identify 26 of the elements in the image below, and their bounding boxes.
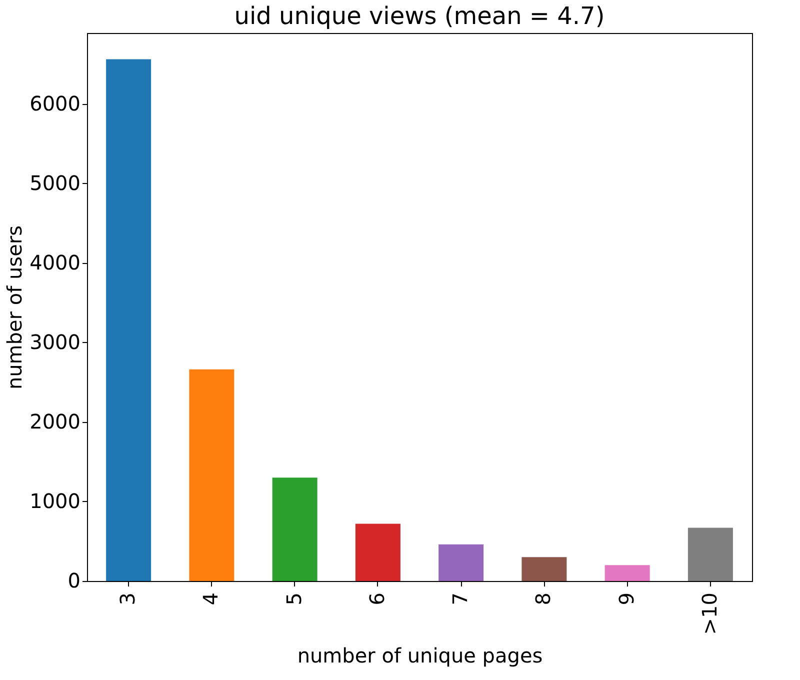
y-tick-label: 3000	[30, 330, 80, 354]
x-tick-label: 4	[198, 592, 223, 606]
x-tick-label: 6	[364, 592, 389, 606]
y-axis-title: number of users	[2, 225, 27, 390]
y-tick-label: 6000	[30, 91, 80, 116]
y-tick-label: 1000	[30, 488, 80, 513]
y-tick-label: 0	[68, 568, 80, 592]
y-tick-label: 2000	[30, 409, 80, 434]
x-tick-label: >10	[697, 592, 722, 635]
bar	[688, 528, 733, 581]
x-tick-label: 7	[448, 592, 472, 606]
x-axis-title: number of unique pages	[297, 644, 543, 668]
bar	[106, 59, 152, 581]
bar	[355, 524, 400, 581]
x-tick-label: 3	[116, 592, 140, 606]
bar	[604, 565, 650, 581]
y-tick-label: 5000	[30, 170, 80, 195]
bar	[522, 557, 567, 581]
y-tick-label: 4000	[30, 250, 80, 274]
x-tick-label: 8	[531, 592, 556, 606]
bar	[272, 478, 318, 581]
x-tick-label: 9	[614, 592, 638, 606]
bar	[438, 544, 484, 581]
x-tick-label: 5	[282, 592, 306, 606]
chart-title: uid unique views (mean = 4.7)	[234, 2, 605, 30]
bar	[189, 369, 234, 581]
